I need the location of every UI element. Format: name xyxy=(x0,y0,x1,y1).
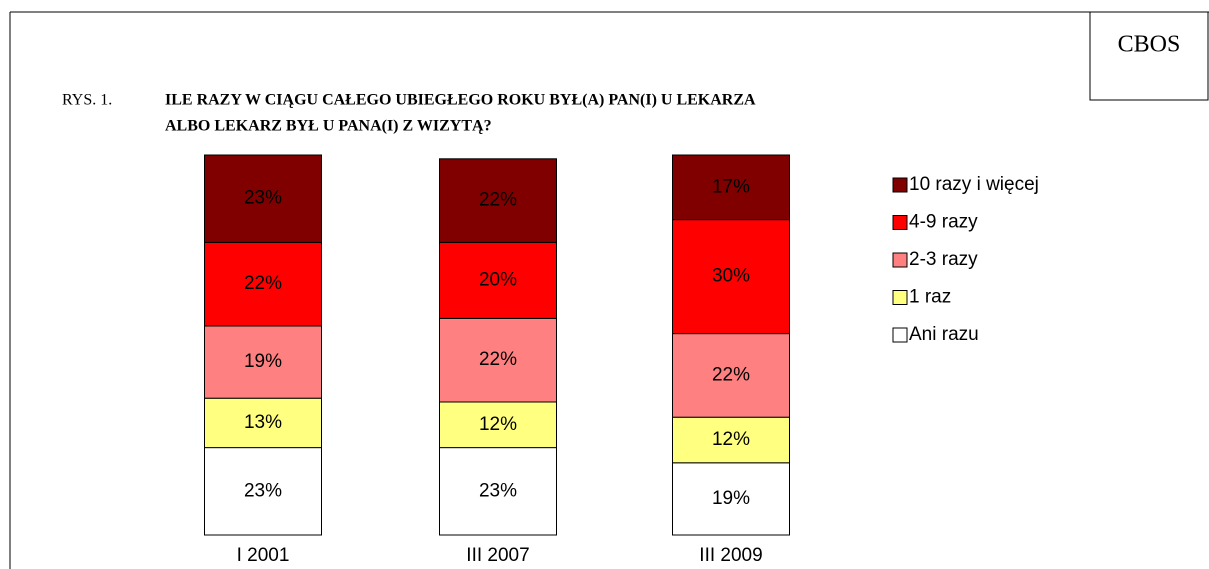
data-label: 12% xyxy=(712,429,750,450)
data-label: 19% xyxy=(712,488,750,509)
data-label: 22% xyxy=(479,190,517,211)
data-label: 17% xyxy=(712,176,750,197)
bar-segment xyxy=(439,447,557,536)
data-label: 22% xyxy=(244,273,282,294)
data-label: 23% xyxy=(244,188,282,209)
bar-segment xyxy=(204,241,322,327)
data-label: 12% xyxy=(479,414,517,435)
bar-segment xyxy=(672,333,790,418)
brand-box xyxy=(1089,11,1209,101)
legend-label: 4-9 razy xyxy=(909,212,978,233)
legend-swatch xyxy=(892,327,908,343)
legend-swatch xyxy=(892,215,908,230)
bar-segment xyxy=(672,154,790,221)
legend-label: 2-3 razy xyxy=(909,249,978,270)
data-label: 23% xyxy=(244,480,282,501)
bar-segment xyxy=(439,317,557,403)
bar-segment xyxy=(204,397,322,449)
x-tick-label: III 2009 xyxy=(699,545,762,566)
x-tick-label: I 2001 xyxy=(237,545,290,566)
data-label: 30% xyxy=(712,266,750,287)
legend-label: 10 razy i więcej xyxy=(909,174,1039,195)
legend-swatch xyxy=(892,177,908,193)
x-tick-label: III 2007 xyxy=(466,545,529,566)
bar-segment xyxy=(672,416,790,464)
legend-swatch xyxy=(892,252,908,268)
data-label: 20% xyxy=(479,269,517,290)
bar-segment xyxy=(672,219,790,335)
bar-segment xyxy=(204,154,322,243)
data-label: 23% xyxy=(479,480,517,501)
legend-swatch xyxy=(892,290,908,305)
brand: CBOS xyxy=(1118,32,1181,58)
figure-label: RYS. 1. xyxy=(62,92,112,109)
bar-segment xyxy=(204,325,322,399)
legend-label: Ani razu xyxy=(909,324,979,345)
bar-segment xyxy=(672,462,790,536)
data-label: 22% xyxy=(712,364,750,385)
data-label: 19% xyxy=(244,351,282,372)
bar-segment xyxy=(439,158,557,243)
bar-segment xyxy=(439,401,557,449)
chart-title: ILE RAZY W CIĄGU CAŁEGO UBIEGŁEGO ROKU B… xyxy=(165,92,756,109)
chart-title: ALBO LEKARZ BYŁ U PANA(I) Z WIZYTĄ? xyxy=(165,118,492,135)
data-label: 22% xyxy=(479,349,517,370)
legend-label: 1 raz xyxy=(909,287,951,308)
data-label: 13% xyxy=(244,412,282,433)
